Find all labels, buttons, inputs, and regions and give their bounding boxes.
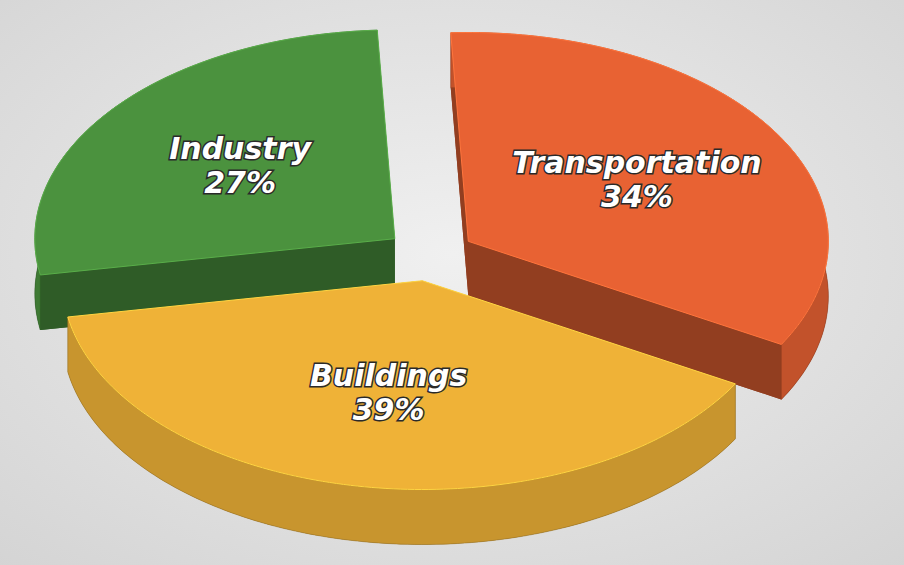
- value-label: 27%: [204, 165, 276, 200]
- value-label: 39%: [353, 392, 425, 427]
- value-label: 34%: [601, 179, 673, 214]
- slice: [35, 30, 395, 330]
- slice-top: [451, 33, 829, 345]
- pie: [35, 30, 828, 544]
- slice-top: [68, 281, 736, 490]
- slice-top: [35, 30, 395, 275]
- category-label: Transportation: [512, 145, 761, 180]
- slice-label: Transportation34%: [512, 145, 761, 214]
- category-label: Industry: [169, 131, 312, 166]
- category-label: Buildings: [310, 358, 467, 393]
- slice-label: Industry27%: [169, 131, 312, 200]
- chart: Industry27% Transportation34% Buildings39%: [0, 0, 904, 565]
- slice: [68, 281, 736, 545]
- labels: Industry27% Transportation34% Buildings39%: [169, 131, 762, 427]
- background: [0, 0, 904, 565]
- slice-label: Buildings39%: [310, 358, 467, 427]
